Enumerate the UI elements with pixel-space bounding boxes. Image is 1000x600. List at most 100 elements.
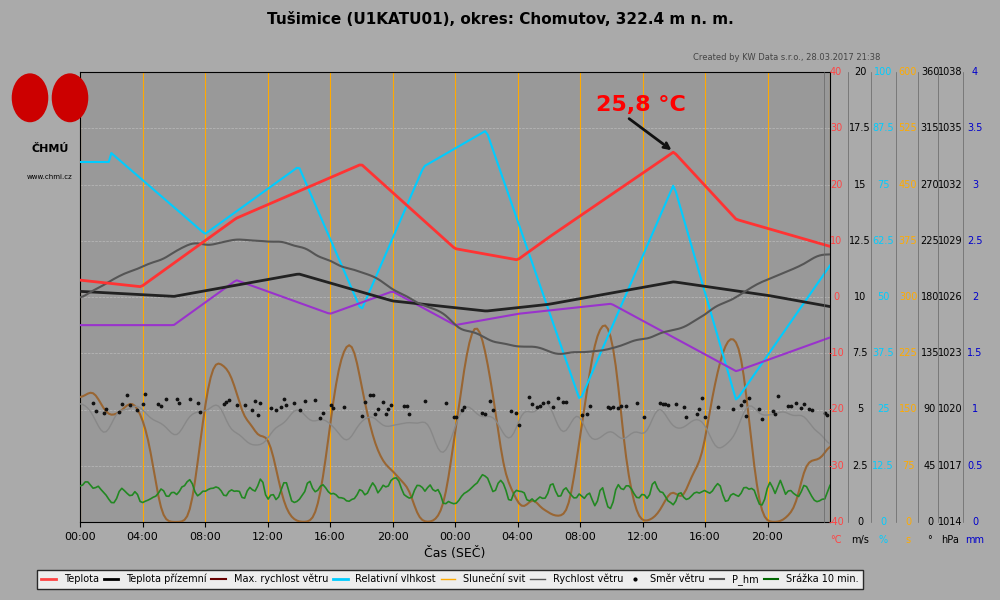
Point (655, 400, 671, 409)
Point (817, 409, 833, 418)
Text: 25,8 °C: 25,8 °C (596, 95, 686, 115)
Text: 0: 0 (972, 517, 978, 527)
Point (605, 402, 621, 412)
Point (780, 401, 796, 410)
Text: 150: 150 (899, 404, 917, 415)
Point (736, 397, 752, 406)
Point (697, 412, 713, 421)
Text: °C: °C (830, 535, 842, 545)
Point (793, 403, 809, 413)
Point (286, 398, 302, 407)
Text: 4: 4 (972, 67, 978, 77)
Point (247, 396, 263, 406)
Point (602, 404, 618, 413)
Point (370, 404, 386, 413)
Point (804, 405, 820, 415)
Text: -20: -20 (828, 404, 844, 415)
Text: 525: 525 (899, 123, 917, 133)
Point (535, 398, 551, 408)
Point (765, 406, 781, 416)
Text: 2.5: 2.5 (967, 236, 983, 246)
Point (263, 404, 279, 413)
Point (770, 391, 786, 401)
Point (252, 398, 268, 407)
Point (153, 401, 169, 410)
Point (652, 398, 668, 408)
Point (268, 405, 284, 415)
Text: 87.5: 87.5 (872, 123, 894, 133)
Text: 30: 30 (830, 123, 842, 133)
Point (378, 409, 394, 419)
Text: 0: 0 (833, 292, 839, 302)
Text: 3: 3 (972, 179, 978, 190)
Point (114, 399, 130, 409)
Text: 270: 270 (921, 179, 939, 190)
Point (725, 404, 741, 413)
Text: 600: 600 (899, 67, 917, 77)
Point (503, 406, 519, 416)
Text: 50: 50 (877, 292, 889, 302)
Point (297, 396, 313, 406)
Point (511, 420, 527, 430)
Text: 1029: 1029 (938, 236, 962, 246)
Text: 90: 90 (924, 404, 936, 415)
Point (399, 401, 415, 411)
Point (796, 399, 812, 409)
Point (354, 412, 370, 421)
Point (137, 389, 153, 399)
Text: 12.5: 12.5 (849, 236, 871, 246)
Point (524, 400, 540, 409)
Text: 37.5: 37.5 (872, 348, 894, 358)
Point (96, 409, 112, 418)
Point (482, 396, 498, 406)
Point (555, 397, 571, 407)
Circle shape (12, 74, 48, 122)
Point (618, 401, 634, 410)
Text: Tušimice (U1KATU01), okres: Chomutov, 322.4 m n. m.: Tušimice (U1KATU01), okres: Chomutov, 32… (267, 12, 733, 27)
Text: 1: 1 (972, 404, 978, 415)
Text: 0: 0 (880, 517, 886, 527)
Point (98, 404, 114, 413)
Text: 1023: 1023 (938, 348, 962, 358)
Point (788, 398, 804, 408)
Point (292, 405, 308, 415)
Text: Created by KW Data s.r.o., 28.03.2017 21:38: Created by KW Data s.r.o., 28.03.2017 21… (693, 53, 880, 62)
Text: 0.5: 0.5 (967, 461, 983, 471)
Point (610, 403, 626, 412)
Text: 2: 2 (972, 292, 978, 302)
Legend: Teplota, Teplota přízemní, Max. rychlost větru, Relativní vlhkost, Sluneční svit: Teplota, Teplota přízemní, Max. rychlost… (37, 570, 863, 589)
Point (401, 409, 417, 419)
Point (446, 413, 462, 422)
Point (396, 401, 412, 410)
Point (660, 401, 676, 410)
Point (689, 409, 705, 418)
Point (767, 409, 783, 418)
Text: 10: 10 (830, 236, 842, 246)
Point (600, 402, 616, 412)
Point (783, 401, 799, 411)
Point (276, 394, 292, 404)
Point (190, 398, 206, 408)
Point (171, 398, 187, 408)
Point (169, 394, 185, 404)
Point (448, 412, 464, 421)
Point (485, 405, 501, 415)
Point (694, 393, 710, 403)
Point (636, 412, 652, 422)
Text: 1035: 1035 (938, 123, 962, 133)
Point (119, 391, 135, 400)
Point (182, 394, 198, 404)
Point (367, 409, 383, 419)
Text: 75: 75 (877, 179, 889, 190)
Text: 2.5: 2.5 (852, 461, 868, 471)
Text: 300: 300 (899, 292, 917, 302)
Point (375, 398, 391, 407)
Point (574, 410, 590, 419)
Text: -40: -40 (828, 517, 844, 527)
Point (738, 411, 754, 421)
Text: 375: 375 (899, 236, 917, 246)
Point (582, 401, 598, 410)
Text: 225: 225 (899, 348, 917, 358)
Point (111, 407, 127, 417)
Text: 10: 10 (854, 292, 866, 302)
